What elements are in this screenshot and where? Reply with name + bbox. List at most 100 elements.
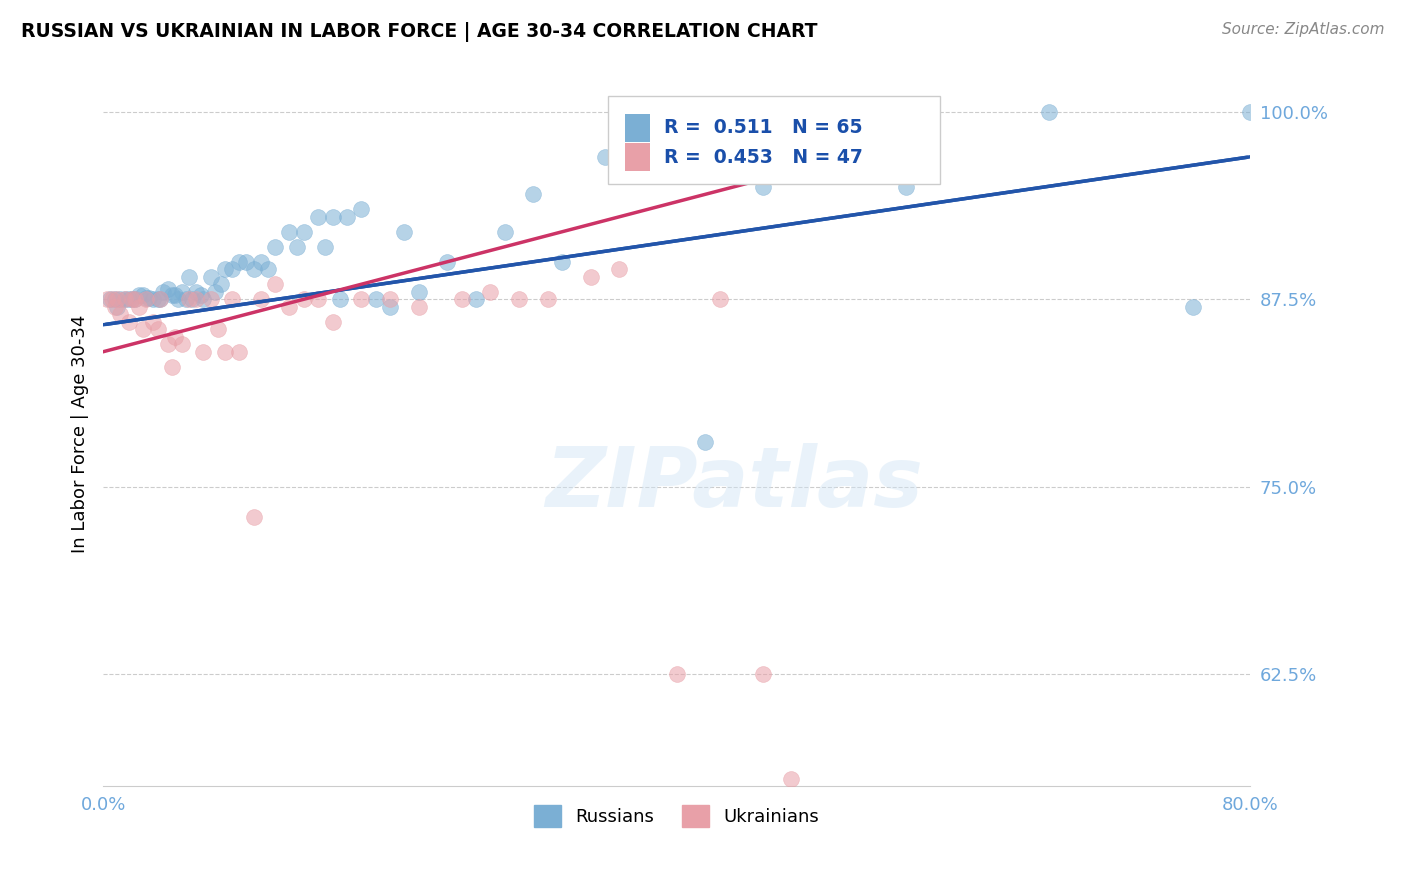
Point	[321, 315, 343, 329]
Point	[146, 293, 169, 307]
Point	[695, 434, 717, 449]
Point	[408, 285, 430, 299]
Point	[450, 293, 472, 307]
Point	[264, 277, 287, 292]
Point	[593, 150, 616, 164]
Point	[1181, 300, 1204, 314]
Point	[242, 509, 264, 524]
Point	[522, 187, 544, 202]
Point	[200, 293, 222, 307]
Point	[128, 287, 150, 301]
Point	[98, 293, 121, 307]
Point	[107, 300, 129, 314]
Point	[132, 322, 155, 336]
Point	[193, 293, 215, 307]
Point	[107, 293, 129, 307]
Point	[235, 254, 257, 268]
Point	[179, 293, 201, 307]
Point	[579, 269, 602, 284]
Point	[536, 293, 558, 307]
Point	[378, 300, 401, 314]
Point	[364, 293, 387, 307]
Point	[142, 315, 165, 329]
Point	[100, 293, 122, 307]
Point	[174, 293, 197, 307]
Point	[464, 293, 486, 307]
Point	[132, 287, 155, 301]
Point	[278, 300, 301, 314]
Point	[149, 293, 172, 307]
Point	[257, 262, 280, 277]
Point	[186, 293, 208, 307]
Point	[190, 287, 212, 301]
Point	[242, 262, 264, 277]
Point	[207, 322, 229, 336]
Point	[135, 293, 157, 307]
Point	[138, 291, 160, 305]
Point	[110, 293, 132, 307]
Point	[104, 293, 127, 307]
Point	[193, 344, 215, 359]
Point	[307, 210, 329, 224]
Point	[160, 359, 183, 374]
Point	[204, 285, 226, 299]
Point	[146, 322, 169, 336]
Point	[221, 293, 243, 307]
Point	[179, 269, 201, 284]
Point	[264, 240, 287, 254]
Point	[214, 262, 236, 277]
Point	[156, 282, 179, 296]
Point	[665, 667, 688, 681]
Point	[494, 225, 516, 239]
Point	[124, 293, 146, 307]
Point	[156, 337, 179, 351]
Point	[637, 120, 659, 134]
Point	[709, 293, 731, 307]
Point	[408, 300, 430, 314]
Point	[121, 293, 143, 307]
Point	[336, 210, 359, 224]
Text: RUSSIAN VS UKRAINIAN IN LABOR FORCE | AGE 30-34 CORRELATION CHART: RUSSIAN VS UKRAINIAN IN LABOR FORCE | AG…	[21, 22, 818, 42]
Point	[166, 293, 188, 307]
Point	[221, 262, 243, 277]
Legend: Russians, Ukrainians: Russians, Ukrainians	[527, 797, 827, 834]
Text: Source: ZipAtlas.com: Source: ZipAtlas.com	[1222, 22, 1385, 37]
Point	[142, 293, 165, 307]
Point	[314, 240, 336, 254]
Point	[329, 293, 352, 307]
Point	[181, 293, 204, 307]
FancyBboxPatch shape	[624, 144, 650, 171]
Point	[436, 254, 458, 268]
Point	[292, 293, 315, 307]
Point	[118, 315, 141, 329]
Point	[228, 344, 250, 359]
Point	[209, 277, 232, 292]
Point	[350, 293, 373, 307]
Point	[278, 225, 301, 239]
Point	[250, 293, 273, 307]
Text: R =  0.453   N = 47: R = 0.453 N = 47	[664, 148, 863, 167]
Point	[114, 293, 136, 307]
Point	[114, 293, 136, 307]
Point	[307, 293, 329, 307]
Point	[163, 330, 186, 344]
Point	[110, 307, 132, 321]
Point	[751, 179, 773, 194]
Point	[163, 287, 186, 301]
Point	[186, 285, 208, 299]
Y-axis label: In Labor Force | Age 30-34: In Labor Force | Age 30-34	[72, 315, 89, 553]
Point	[228, 254, 250, 268]
Point	[104, 300, 127, 314]
Point	[152, 285, 174, 299]
Point	[350, 202, 373, 217]
Point	[378, 293, 401, 307]
Point	[607, 262, 630, 277]
Point	[665, 104, 688, 119]
Text: ZIPatlas: ZIPatlas	[546, 443, 922, 524]
Point	[285, 240, 308, 254]
Point	[551, 254, 574, 268]
Point	[292, 225, 315, 239]
Point	[135, 291, 157, 305]
Point	[508, 293, 530, 307]
Point	[751, 667, 773, 681]
